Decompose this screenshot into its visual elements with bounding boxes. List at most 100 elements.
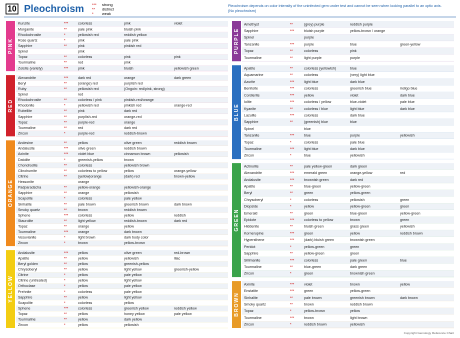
- cell: colorless: [304, 140, 318, 144]
- cell: yellowish: [400, 134, 415, 138]
- cell: green: [304, 191, 313, 195]
- strength: ***: [64, 147, 69, 151]
- cell: brown: [350, 218, 360, 222]
- section-bar: [232, 21, 241, 62]
- cell: yellowish: [350, 198, 365, 202]
- cell: pink: [78, 44, 85, 48]
- row-bg: [16, 91, 228, 98]
- cell: Citrine (untreated): [18, 279, 47, 283]
- row-bg: [16, 294, 228, 301]
- cell: Beryl: [244, 191, 252, 195]
- cell: yellowish: [124, 323, 139, 327]
- strength: **: [290, 211, 293, 215]
- cell: yellowish-orange: [124, 186, 151, 190]
- cell: colorless (yellowish): [304, 67, 336, 71]
- row-bg: [242, 236, 454, 244]
- row-bg: [242, 314, 454, 322]
- cell: Rose quartz: [18, 38, 38, 42]
- cell: yellowish: [350, 154, 365, 158]
- cell: colorless: [78, 306, 92, 310]
- cell: blue: [350, 67, 357, 71]
- row-bg: [16, 190, 228, 196]
- cell: reddish brown: [350, 302, 373, 306]
- cell: reddish brown: [400, 231, 423, 235]
- cell: Actinolite: [244, 164, 259, 168]
- row-bg: [242, 85, 454, 93]
- cell: yellow-brown / orange: [350, 29, 385, 33]
- cell: yellow-green: [350, 191, 370, 195]
- row-bg: [242, 132, 454, 139]
- row-bg: [242, 281, 454, 288]
- cell: yellow: [124, 225, 134, 229]
- cell: purplish red: [124, 81, 143, 85]
- cell: colorless: [78, 301, 92, 305]
- cell: Axinite: [244, 282, 255, 286]
- cell: violet blue: [78, 152, 94, 156]
- row-bg: [16, 102, 228, 109]
- row-bg: [242, 152, 454, 160]
- row-bg: [16, 162, 228, 169]
- cell: yellow: [124, 213, 134, 217]
- cell: orange: [78, 180, 89, 184]
- cell: pinkish-red/orange: [124, 98, 154, 102]
- cell: (dark) bluish green: [304, 238, 334, 242]
- cell: blue-green: [350, 211, 367, 215]
- row-bg: [242, 196, 454, 204]
- cell: yellow-green: [304, 252, 324, 256]
- strength: *: [290, 140, 292, 144]
- section-bar: [6, 21, 15, 72]
- cell: dark blue: [400, 93, 415, 97]
- cell: orange: [78, 230, 89, 234]
- cell: yellowish green: [174, 66, 199, 70]
- cell: pale yellow: [124, 197, 142, 201]
- strength: **: [290, 185, 293, 189]
- cell: yellow: [350, 231, 360, 235]
- strength: *: [64, 301, 66, 305]
- row-bg: [242, 98, 454, 106]
- strength: **: [64, 202, 67, 206]
- cell: Spinel: [244, 127, 254, 131]
- cell: (Ongoin: red/pink, strong): [124, 87, 165, 91]
- cell: dark brown: [174, 202, 192, 206]
- strength: ***: [290, 93, 295, 97]
- cell: reddish brown: [174, 141, 197, 145]
- row-bg: [242, 34, 454, 42]
- row-bg: [16, 223, 228, 230]
- cell: Orthoclase: [18, 284, 35, 288]
- cell: Prehnite: [18, 290, 31, 294]
- cell: Azurite: [244, 80, 255, 84]
- cell: yellowish: [124, 256, 139, 260]
- cell: Alexandrite: [244, 171, 262, 175]
- strength: ***: [64, 230, 69, 234]
- row-bg: [16, 114, 228, 120]
- row-bg: [16, 305, 228, 312]
- cell: Tourmaline: [244, 265, 262, 269]
- strength: **: [64, 186, 67, 190]
- cell: Zircon: [244, 323, 254, 327]
- cell: purple: [350, 56, 360, 60]
- cell: green: [400, 205, 409, 209]
- strength: **: [290, 225, 293, 229]
- row-bg: [242, 183, 454, 190]
- cell: green-yellow: [400, 42, 421, 46]
- row-bg: [242, 78, 454, 86]
- row-bg: [16, 261, 228, 267]
- cell: Tourmaline: [18, 230, 36, 234]
- strength: **: [64, 55, 67, 59]
- cell: colorless: [78, 22, 92, 26]
- cell: Scapolite: [18, 301, 33, 305]
- cell: colorless: [304, 113, 318, 117]
- row-bg: [16, 97, 228, 103]
- strength: **: [64, 318, 67, 322]
- section-label: BROWN: [234, 292, 240, 316]
- legend-stars: ***: [92, 3, 97, 7]
- row-bg: [16, 108, 228, 115]
- row-bg: [16, 179, 228, 185]
- strength: **: [290, 302, 293, 306]
- row-bg: [242, 163, 454, 170]
- cell: greenish-yellow: [124, 262, 149, 266]
- cell: pale yellow-green: [304, 164, 332, 168]
- cell: Tourmaline: [244, 56, 262, 60]
- footer: Copyright Gemology Reference Chart: [404, 331, 454, 335]
- cell: reddish yellow: [124, 33, 147, 37]
